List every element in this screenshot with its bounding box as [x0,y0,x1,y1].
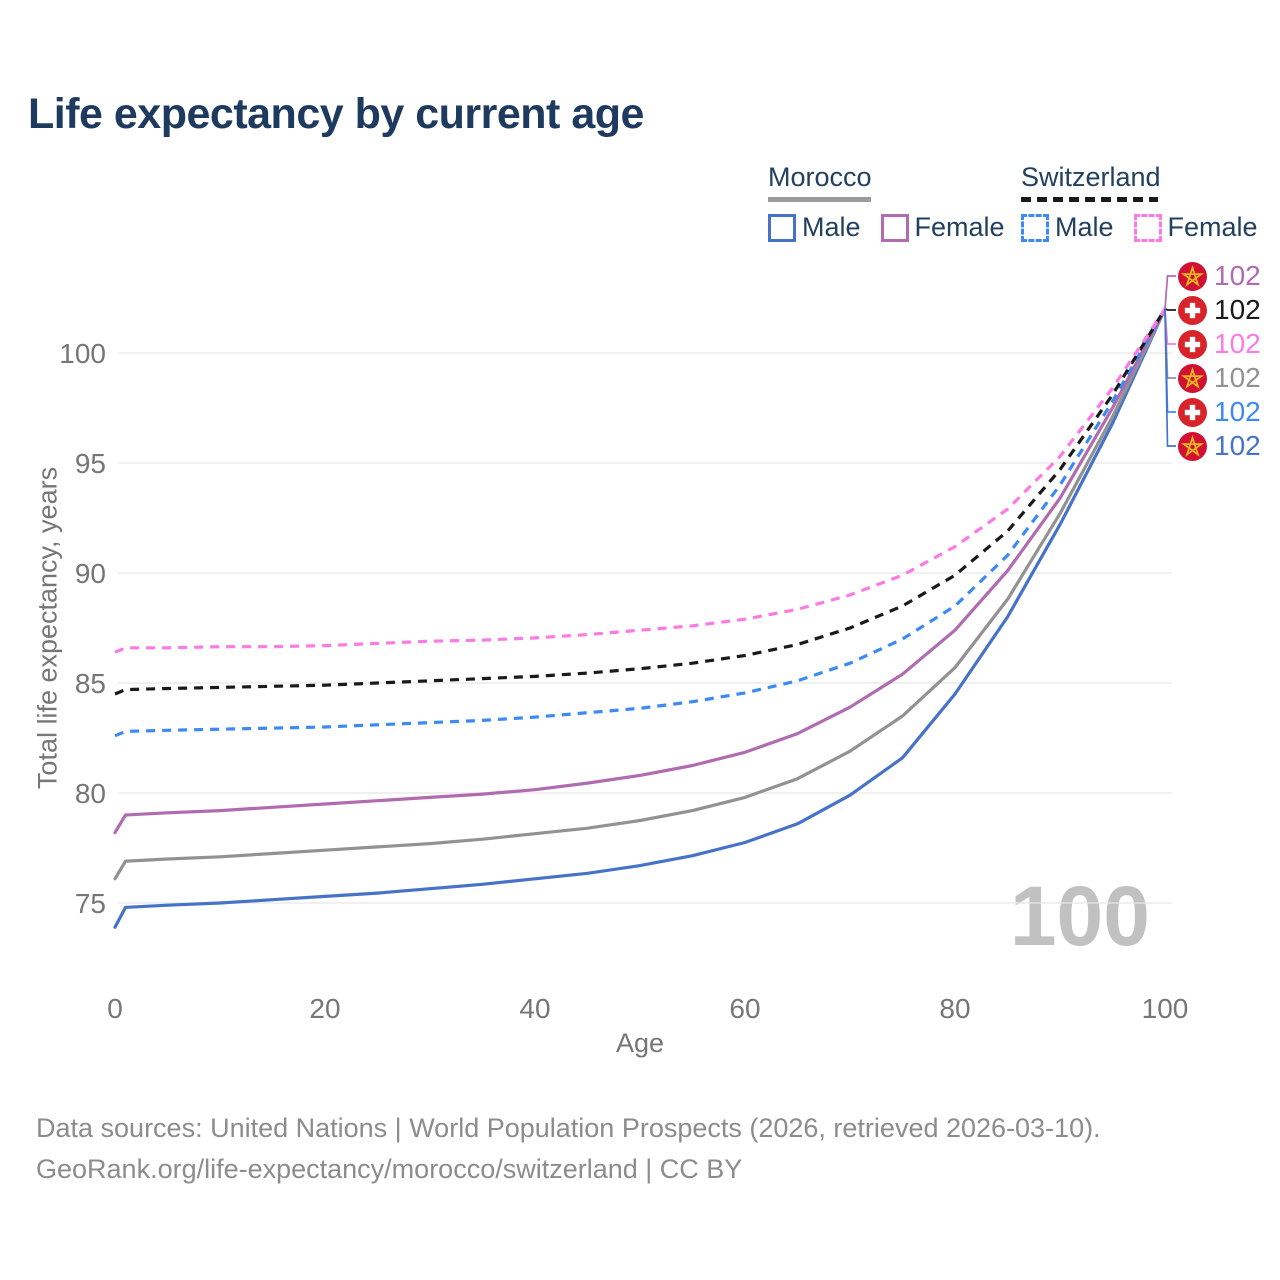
end-label-switzerland-female: 102 [1178,328,1261,360]
series-line-morocco-female [113,307,1167,835]
footer-attribution: GeoRank.org/life-expectancy/morocco/swit… [36,1154,743,1184]
morocco-flag-icon [1178,363,1207,393]
morocco-flag-icon [1178,261,1207,291]
end-label-morocco-male: 102 [1178,430,1261,462]
y-axis-title: Total life expectancy, years [32,466,63,790]
legend-item-switzerland-female[interactable]: Female [1133,212,1258,243]
legend-item-switzerland-male[interactable]: Male [1021,212,1114,243]
legend-item-label: Male [1055,212,1114,242]
x-tick-label: 60 [729,993,760,1024]
morocco-male-swatch [768,213,796,242]
end-label-value: 102 [1214,362,1261,393]
x-tick-label: 80 [939,993,970,1024]
y-tick-label: 95 [75,448,106,479]
series-line-switzerland-female [114,308,1167,654]
end-label-switzerland: 102 [1178,294,1261,326]
x-tick-label: 100 [1142,993,1189,1024]
footer: Data sources: United Nations | World Pop… [36,1108,1101,1190]
end-label-value: 102 [1214,260,1261,291]
y-tick-label: 75 [75,888,106,919]
switzerland-male-swatch [1021,213,1049,242]
legend-item-label: Female [914,212,1005,242]
end-label-leader-line [1164,275,1176,310]
legend-group-switzerland: Switzerland Male Female [1021,162,1258,243]
legend-item-morocco-male[interactable]: Male [768,212,861,243]
switzerland-flag-icon [1178,397,1207,427]
legend-items-morocco: Male Female [768,212,1005,243]
x-axis-title: Age [615,1028,665,1058]
end-label-value: 102 [1214,328,1261,359]
switzerland-flag-icon [1178,329,1207,359]
age-watermark: 100 [1009,869,1150,963]
y-tick-label: 90 [75,558,106,589]
end-label-morocco: 102 [1178,362,1261,394]
end-label-value: 102 [1214,396,1261,427]
series-line-morocco-male [113,307,1167,929]
morocco-female-swatch [880,213,909,242]
legend-group-morocco: Morocco Male Female [768,162,1005,243]
switzerland-flag-icon [1178,295,1207,325]
end-label-value: 102 [1214,430,1261,461]
y-tick-label: 80 [75,778,106,809]
y-tick-label: 100 [59,338,106,369]
legend-item-label: Female [1167,212,1258,242]
chart-title: Life expectancy by current age [28,90,644,138]
series-line-switzerland-male [114,308,1167,738]
legend-group-switzerland-label: Switzerland [1021,162,1161,192]
y-tick-label: 85 [75,668,106,699]
x-tick-label: 0 [107,993,123,1024]
x-tick-label: 20 [309,993,340,1024]
end-label-morocco-female: 102 [1178,260,1261,292]
morocco-flag-icon [1178,431,1207,461]
switzerland-female-swatch [1133,213,1162,242]
series-line-switzerland [114,308,1167,696]
series-line-morocco [113,307,1167,881]
legend-item-morocco-female[interactable]: Female [880,212,1005,243]
end-label-leader-line [1164,308,1176,311]
end-label-switzerland-male: 102 [1178,396,1261,428]
legend-item-label: Male [802,212,861,242]
legend-group-morocco-label: Morocco [768,162,872,192]
x-tick-label: 40 [519,993,550,1024]
legend-underline-switzerland [1021,197,1158,202]
footer-data-sources: Data sources: United Nations | World Pop… [36,1113,1101,1143]
legend-items-switzerland: Male Female [1021,212,1258,243]
legend-underline-morocco [768,197,871,202]
end-label-value: 102 [1214,294,1261,325]
end-label-leader-line [1164,308,1176,447]
